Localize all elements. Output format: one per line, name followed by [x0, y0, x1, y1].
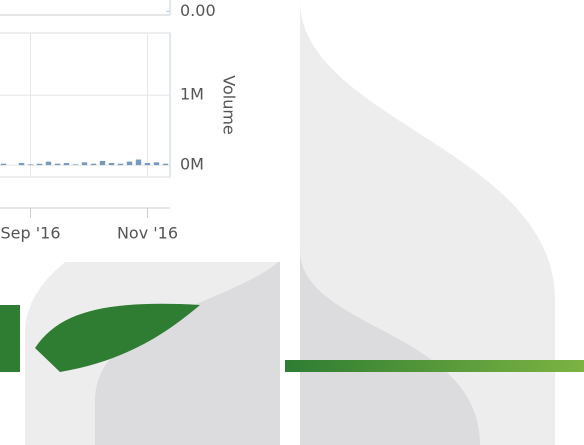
bar: [127, 162, 132, 165]
bar: [64, 163, 69, 165]
bar: [154, 162, 159, 165]
logo-green-bar: [0, 305, 20, 372]
x-tick-label: Nov '16: [117, 224, 178, 243]
bar: [163, 164, 168, 165]
bar: [100, 161, 105, 165]
bar: [82, 162, 87, 165]
x-tick-label: Sep '16: [1, 224, 61, 243]
logo-green-line: [285, 360, 584, 372]
bar: [136, 160, 141, 166]
bar: [55, 164, 60, 165]
y-tick-label: 1M: [180, 85, 204, 104]
y-axis-label: Volume: [220, 75, 239, 135]
bar: [145, 163, 150, 165]
bar: [118, 164, 123, 165]
bar: [73, 164, 78, 165]
bar: [46, 162, 51, 165]
y-tick-label: 0.00: [180, 1, 216, 20]
bar: [91, 164, 96, 165]
bar: [109, 163, 114, 165]
bar: [1, 164, 6, 165]
screen: 0.00 0M 1M Volume Sep '16 Nov '16: [0, 0, 584, 445]
page: 0.000M1MVolumeSep '16Nov '16 (() => { co…: [0, 0, 584, 445]
y-tick-label: 0M: [180, 155, 204, 174]
bar: [37, 164, 42, 165]
bar: [28, 164, 33, 165]
bar: [19, 163, 24, 165]
